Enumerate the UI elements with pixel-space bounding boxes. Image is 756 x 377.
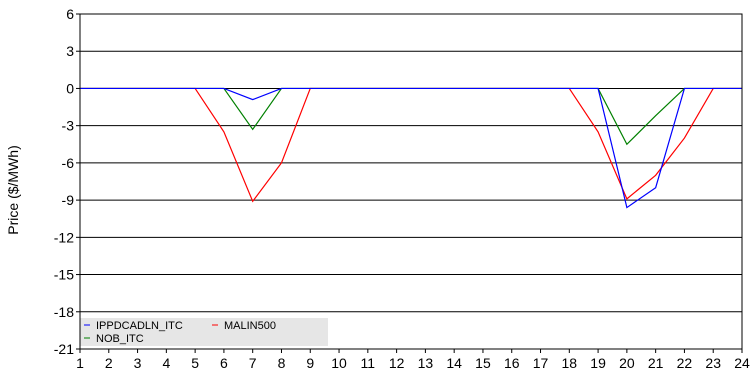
x-axis: 1 2 3 4 5 6 7 8 9 10 11 12 13 14 15 16 17 18 19 20 21 22 23 24 <box>76 349 750 371</box>
x-tick-label: 8 <box>278 355 286 371</box>
x-tick-label: 11 <box>361 355 376 371</box>
x-tick-label: 17 <box>533 355 549 371</box>
x-tick-label: 18 <box>562 355 578 371</box>
series-layer <box>80 87 742 209</box>
series-line-nob-itc <box>80 87 742 146</box>
grid-lines <box>80 50 742 313</box>
series-line-ippdcadln-itc <box>80 87 742 209</box>
x-tick-label: 2 <box>105 355 113 371</box>
y-tick-label: -18 <box>54 304 74 320</box>
legend-label-ippdcadln-itc: IPPDCADLN_ITC <box>96 320 183 332</box>
x-tick-label: 23 <box>705 355 721 371</box>
x-tick-label: 4 <box>162 355 170 371</box>
y-tick-label: -21 <box>54 341 74 357</box>
y-tick-label: 0 <box>66 80 74 96</box>
y-tick-label: 6 <box>66 6 74 22</box>
series-line-malin500 <box>80 87 742 203</box>
y-axis-title: Price ($/MWh) <box>5 145 21 234</box>
x-tick-label: 21 <box>648 355 664 371</box>
x-tick-label: 19 <box>590 355 606 371</box>
y-tick-label: -6 <box>62 155 75 171</box>
y-tick-label: -12 <box>54 229 74 245</box>
x-tick-label: 16 <box>504 355 520 371</box>
x-tick-label: 9 <box>306 355 314 371</box>
x-tick-label: 13 <box>418 355 434 371</box>
legend: IPPDCADLN_ITC MALIN500 NOB_ITC <box>80 318 328 346</box>
x-tick-label: 5 <box>191 355 199 371</box>
x-tick-label: 10 <box>331 355 347 371</box>
y-tick-label: 3 <box>66 43 74 59</box>
y-tick-label: -15 <box>54 267 74 283</box>
x-tick-label: 20 <box>619 355 635 371</box>
legend-background <box>80 318 328 346</box>
x-tick-label: 6 <box>220 355 228 371</box>
legend-label-malin500: MALIN500 <box>224 320 276 332</box>
y-axis: 6 3 0 -3 -6 -9 -12 -15 -18 -21 <box>54 6 80 357</box>
legend-label-nob-itc: NOB_ITC <box>96 333 144 345</box>
x-tick-label: 12 <box>389 355 405 371</box>
y-tick-label: -9 <box>62 192 75 208</box>
plot-frame <box>79 13 743 350</box>
y-tick-label: -3 <box>62 118 75 134</box>
x-tick-label: 15 <box>475 355 491 371</box>
x-tick-label: 7 <box>249 355 257 371</box>
x-tick-label: 3 <box>134 355 142 371</box>
x-tick-label: 1 <box>76 355 84 371</box>
x-tick-label: 22 <box>677 355 693 371</box>
x-tick-label: 24 <box>734 355 750 371</box>
x-tick-label: 14 <box>446 355 462 371</box>
